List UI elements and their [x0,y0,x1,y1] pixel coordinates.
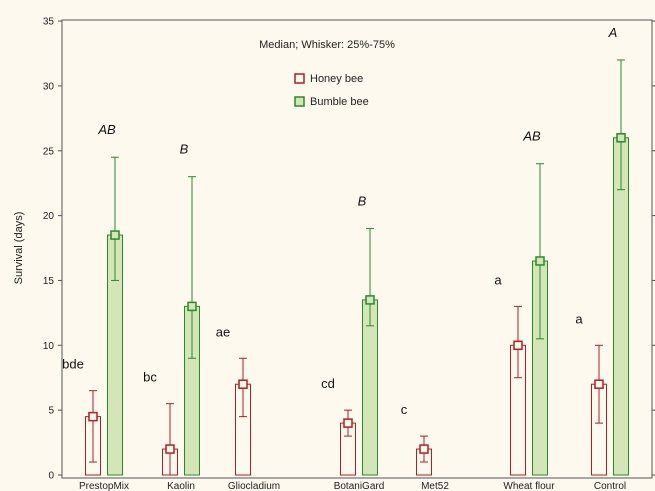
median-marker [110,230,120,240]
y-tick-label: 0 [48,471,54,482]
median-marker [238,379,248,389]
median-marker [88,411,98,422]
median-marker [343,418,353,428]
legend-label: Bumble bee [310,96,369,108]
significance-letter: B [358,194,367,209]
y-tick-label: 30 [43,81,55,92]
category-label: PrestopMix [79,481,129,491]
category-label: Met52 [421,481,449,491]
significance-letter: c [401,402,408,417]
median-marker [165,444,175,454]
y-axis-label: Survival (days) [13,212,25,285]
category-label: Gliocladium [228,481,280,491]
category-label: Kaolin [167,481,195,491]
significance-letter: a [575,311,583,326]
y-tick-label: 15 [43,276,55,287]
significance-letter: AB [97,122,116,137]
y-tick-label: 20 [43,211,55,222]
y-tick-label: 5 [48,406,54,417]
category-label: Wheat flour [503,481,555,491]
y-tick-label: 10 [43,341,55,352]
y-tick-label: 25 [43,146,55,157]
significance-letter: a [494,272,502,287]
chart-subtitle: Median; Whisker: 25%-75% [259,39,395,51]
plot-area [61,19,653,479]
median-marker [616,133,626,143]
category-label: Control [594,481,626,491]
median-marker [513,340,523,351]
significance-letter: B [180,142,189,157]
y-axis: 0 5 10 15 20 25 30 35 [43,17,62,482]
significance-letter: bc [143,370,157,385]
legend-swatch [294,73,305,84]
legend-swatch [294,96,305,107]
significance-letter: A [608,25,618,40]
significance-letter: bde [62,357,84,372]
category-label: BotaniGard [334,481,385,491]
category-labels: PrestopMix Kaolin Gliocladium BotaniGard Met… [79,481,626,491]
legend: Honey bee Bumble bee [294,73,369,108]
median-marker [535,256,545,266]
legend-label: Honey bee [310,73,363,85]
bars [85,59,629,476]
significance-letter: ae [216,324,230,339]
significance-letter: cd [321,376,335,391]
significance-letter: AB [522,129,541,144]
median-marker [419,444,429,454]
median-marker [365,295,375,305]
y-tick-label: 35 [43,17,55,28]
median-marker [187,301,197,312]
significance-letters: bde AB bc Bae cd Bc a AB a A [62,25,617,417]
median-marker [594,379,604,389]
